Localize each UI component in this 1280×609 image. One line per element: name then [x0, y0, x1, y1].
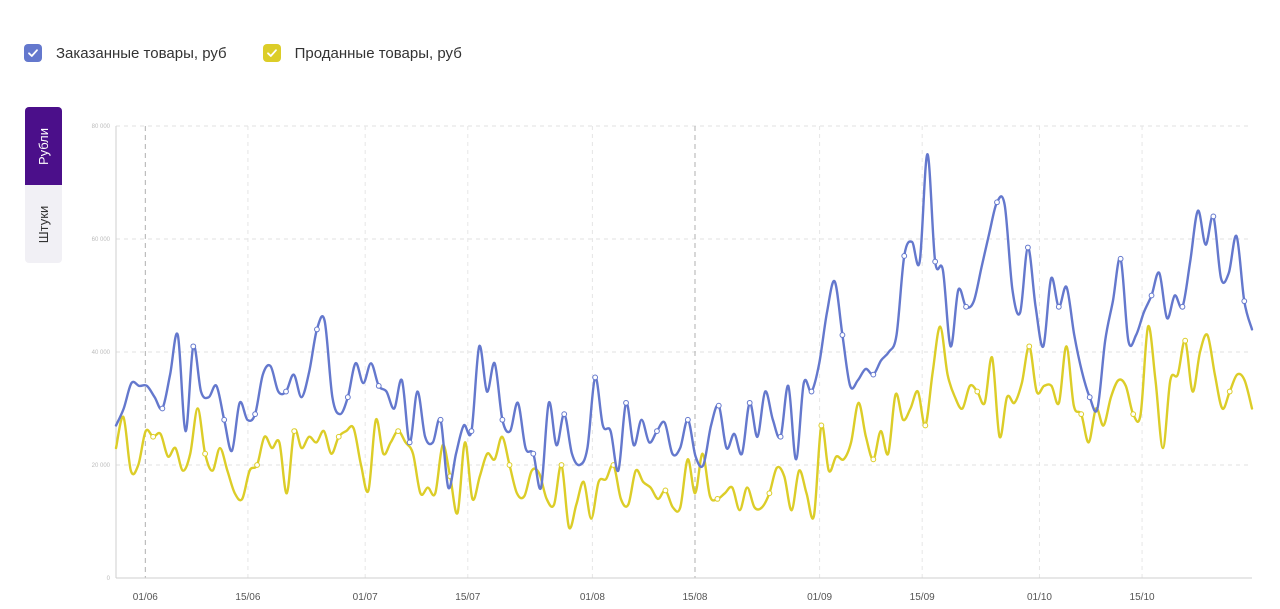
- data-point-ordered: [1241, 298, 1248, 305]
- data-point-ordered: [808, 388, 815, 395]
- data-point-ordered: [684, 416, 691, 423]
- x-tick-label: 01/10: [1027, 592, 1052, 603]
- data-point-ordered: [437, 416, 444, 423]
- data-point-ordered: [1086, 394, 1093, 401]
- legend-item-ordered[interactable]: Заказанные товары, руб: [24, 44, 227, 62]
- data-point-ordered: [901, 253, 908, 259]
- data-point-ordered: [344, 394, 351, 401]
- toggle-rubles[interactable]: Рубли: [25, 107, 62, 185]
- data-point-ordered: [1148, 292, 1155, 299]
- data-point-ordered: [1024, 244, 1031, 251]
- data-point-sold: [714, 496, 721, 502]
- data-point-sold: [922, 422, 929, 429]
- data-point-ordered: [190, 343, 197, 350]
- data-point-ordered: [715, 402, 722, 409]
- data-point-ordered: [623, 399, 629, 406]
- data-point-sold: [870, 456, 877, 463]
- data-point-ordered: [932, 258, 939, 265]
- unit-toggle: Рубли Штуки: [25, 107, 62, 263]
- x-tick-label: 01/08: [580, 592, 605, 603]
- legend-label-sold: Проданные товары, руб: [294, 44, 462, 62]
- data-point-sold: [766, 490, 773, 497]
- y-tick-label: 80 000: [92, 124, 111, 130]
- data-point-ordered: [870, 371, 877, 378]
- data-point-ordered: [406, 439, 413, 446]
- data-point-sold: [818, 422, 825, 429]
- data-point-ordered: [468, 428, 475, 435]
- data-point-ordered: [1179, 303, 1186, 310]
- data-point-ordered: [746, 399, 753, 406]
- data-point-ordered: [654, 428, 660, 435]
- data-point-sold: [335, 433, 342, 440]
- y-tick-label: 40 000: [92, 350, 111, 356]
- data-point-sold: [1026, 343, 1033, 350]
- data-point-sold: [1130, 411, 1137, 418]
- data-point-ordered: [159, 405, 166, 412]
- y-tick-label: 0: [107, 576, 111, 582]
- data-point-ordered: [994, 199, 1000, 206]
- x-tick-label: 01/09: [807, 592, 832, 603]
- data-point-ordered: [1055, 303, 1062, 310]
- y-tick-label: 20 000: [92, 463, 111, 469]
- data-point-sold: [558, 462, 565, 468]
- x-tick-label: 15/10: [1130, 592, 1155, 603]
- checkbox-checked-icon[interactable]: [262, 44, 281, 62]
- data-point-ordered: [839, 332, 846, 338]
- data-point-ordered: [375, 383, 382, 389]
- data-point-sold: [150, 433, 157, 440]
- data-point-sold: [662, 487, 669, 494]
- data-point-ordered: [530, 450, 537, 457]
- series-line-sold: [114, 325, 1254, 530]
- data-point-ordered: [1210, 213, 1217, 220]
- data-point-sold: [974, 388, 981, 395]
- data-point-ordered: [1117, 255, 1124, 262]
- data-point-ordered: [963, 303, 969, 310]
- data-point-sold: [1226, 388, 1233, 395]
- data-point-ordered: [221, 416, 228, 423]
- data-point-ordered: [252, 411, 259, 418]
- data-point-ordered: [561, 411, 568, 418]
- data-point-ordered: [777, 433, 784, 440]
- data-point-sold: [506, 462, 513, 468]
- data-point-sold: [291, 428, 298, 435]
- data-point-sold: [202, 450, 208, 457]
- x-tick-label: 15/06: [235, 592, 260, 603]
- data-point-sold: [395, 428, 402, 435]
- x-tick-label: 15/09: [910, 592, 935, 603]
- data-point-ordered: [283, 388, 289, 395]
- data-point-sold: [254, 462, 260, 468]
- legend-label-ordered: Заказанные товары, руб: [56, 44, 227, 62]
- x-tick-label: 15/07: [455, 592, 480, 603]
- checkbox-checked-icon[interactable]: [24, 44, 42, 62]
- x-tick-label: 01/07: [353, 592, 378, 603]
- data-point-sold: [1182, 337, 1189, 344]
- chart-legend: Заказанные товары, руб Проданные товары,…: [24, 44, 498, 62]
- data-point-ordered: [499, 416, 506, 423]
- x-tick-label: 15/08: [682, 592, 707, 603]
- series-line-ordered: [114, 153, 1254, 491]
- data-point-sold: [1078, 411, 1085, 418]
- data-point-ordered: [592, 374, 599, 381]
- x-tick-label: 01/06: [133, 592, 158, 603]
- y-tick-label: 60 000: [92, 237, 111, 243]
- data-point-ordered: [314, 326, 320, 333]
- legend-item-sold[interactable]: Проданные товары, руб: [262, 44, 462, 62]
